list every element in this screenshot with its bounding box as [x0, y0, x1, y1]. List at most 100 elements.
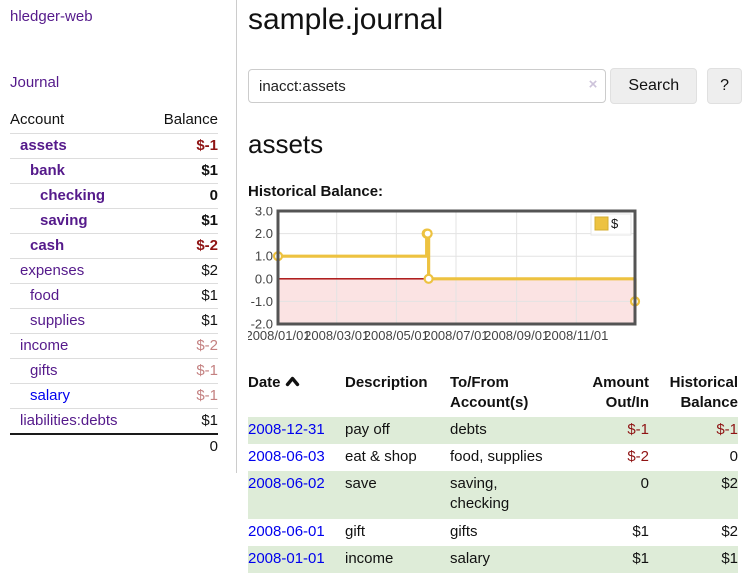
chart-svg: $3.0 2.0 1.0 0.0 -1.0 -2.02008/01/012008/03/0…	[245, 204, 641, 343]
accounts-col-account: Account	[10, 111, 65, 128]
transaction-amount: $-2	[627, 447, 649, 465]
y-tick-label: 3.0	[255, 207, 273, 219]
register-col-amount: Amount Out/In	[592, 374, 649, 412]
accounts-total-value: 0	[148, 433, 218, 459]
account-link[interactable]: salary	[30, 387, 71, 404]
transaction-amount: $-1	[627, 420, 649, 438]
transaction-balance: $2	[721, 522, 738, 540]
x-tick-label: 2008/09/01	[484, 328, 549, 343]
register-col-balance: Historical Balance	[669, 374, 738, 412]
accounts-table: Account Balance assets $-1 bank $1 check…	[10, 108, 218, 459]
transaction-amount: $1	[632, 549, 649, 567]
account-balance: 0	[148, 183, 218, 209]
transaction-description: eat & shop	[345, 447, 417, 465]
account-row: saving $1	[10, 208, 218, 234]
account-balance: $1	[148, 208, 218, 234]
accounts-col-balance: Balance	[163, 111, 218, 128]
register-row: 2008-06-03 eat & shop food, supplies $-2…	[248, 444, 738, 471]
account-balance: $1	[148, 158, 218, 184]
transaction-amount: $1	[632, 522, 649, 540]
account-link[interactable]: liabilities:debts	[20, 412, 118, 429]
transaction-date-link[interactable]: 2008-06-01	[248, 522, 325, 540]
account-link[interactable]: gifts	[30, 362, 58, 379]
transaction-amount: 0	[640, 475, 649, 492]
accounts-total-row: 0	[10, 433, 218, 459]
y-tick-label: 0.0	[255, 271, 273, 286]
x-tick-label: 2008/01/01	[248, 328, 311, 343]
account-link[interactable]: cash	[30, 237, 65, 254]
account-balance: $-1	[148, 133, 218, 159]
register-row: 2008-01-01 income salary $1 $1	[248, 545, 738, 573]
search-button[interactable]: Search	[610, 68, 698, 104]
account-link[interactable]: assets	[20, 137, 67, 154]
page-title: sample.journal	[248, 3, 444, 36]
account-link[interactable]: supplies	[30, 312, 86, 329]
register-col-date[interactable]: Date	[248, 371, 345, 417]
transaction-description: pay off	[345, 420, 390, 438]
search-input[interactable]	[248, 69, 607, 103]
account-balance: $1	[148, 408, 218, 434]
clear-search-icon[interactable]: ×	[588, 76, 598, 93]
account-row: supplies $1	[10, 308, 218, 334]
account-link[interactable]: bank	[30, 162, 66, 179]
x-tick-label: 2008/07/01	[423, 328, 488, 343]
transaction-date-link[interactable]: 2008-12-31	[248, 420, 325, 438]
historical-balance-chart: $3.0 2.0 1.0 0.0 -1.0 -2.0 2008/01/01 2008/03/0…	[245, 204, 742, 356]
data-point-marker	[423, 273, 434, 284]
transaction-balance: $1	[721, 549, 738, 567]
transaction-accounts: saving, checking	[450, 475, 510, 513]
register-table: Date Description To/From Account(s) Amou…	[248, 371, 738, 573]
transaction-description: income	[345, 549, 394, 567]
search-form: × Search ?	[248, 68, 742, 104]
x-tick-label: 2008/03/01	[304, 328, 369, 343]
account-row: food $1	[10, 283, 218, 309]
register-row: 2008-06-01 gift gifts $1 $2	[248, 519, 738, 546]
account-link[interactable]: checking	[40, 187, 106, 204]
account-balance: $1	[148, 283, 218, 309]
account-row: checking 0	[10, 183, 218, 209]
transaction-description: save	[345, 475, 377, 492]
help-button[interactable]: ?	[707, 68, 742, 104]
register-col-accounts: To/From Account(s)	[450, 374, 529, 412]
account-link[interactable]: expenses	[20, 262, 85, 279]
account-link[interactable]: food	[30, 287, 60, 304]
sort-ascending-icon	[285, 376, 299, 387]
transaction-date-link[interactable]: 2008-06-02	[248, 475, 325, 492]
transaction-accounts: salary	[450, 549, 491, 567]
x-tick-label: 2008/11/01	[544, 328, 608, 343]
account-link[interactable]: saving	[40, 212, 88, 229]
y-tick-label: 1.0	[255, 249, 273, 264]
account-row: liabilities:debts $1	[10, 408, 218, 434]
transaction-date-link[interactable]: 2008-06-03	[248, 447, 325, 465]
transaction-balance: $2	[721, 475, 738, 492]
y-tick-label: -2.0	[251, 317, 273, 332]
transaction-date-link[interactable]: 2008-01-01	[248, 549, 325, 567]
account-row: salary $-1	[10, 383, 218, 409]
register-col-description: Description	[345, 374, 428, 391]
sidebar: hledger-web Journal Account Balance asse…	[0, 0, 237, 473]
legend-swatch-icon	[594, 216, 609, 231]
x-tick-label: 2008/05/01	[364, 328, 429, 343]
account-link[interactable]: income	[20, 337, 69, 354]
account-row: assets $-1	[10, 133, 218, 159]
y-tick-label: -1.0	[251, 294, 273, 309]
transaction-accounts: food, supplies	[450, 447, 543, 465]
transaction-accounts: debts	[450, 420, 487, 438]
transaction-accounts: gifts	[450, 522, 478, 540]
app-title-link[interactable]: hledger-web	[10, 8, 93, 25]
data-point-marker	[422, 228, 433, 239]
account-balance: $-2	[148, 233, 218, 259]
transaction-description: gift	[345, 522, 366, 540]
account-row: income $-2	[10, 333, 218, 359]
account-row: gifts $-1	[10, 358, 218, 384]
sidebar-item-journal[interactable]: Journal	[10, 74, 60, 91]
register-row: 2008-12-31 pay off debts $-1 $-1	[248, 416, 738, 444]
legend-series-label: $	[611, 216, 619, 231]
account-balance: $-2	[148, 333, 218, 359]
y-tick-label: 2.0	[255, 226, 273, 241]
account-balance: $1	[148, 308, 218, 334]
account-row: cash $-2	[10, 233, 218, 259]
register-col-date-label: Date	[248, 374, 281, 391]
account-heading: assets	[248, 129, 324, 159]
